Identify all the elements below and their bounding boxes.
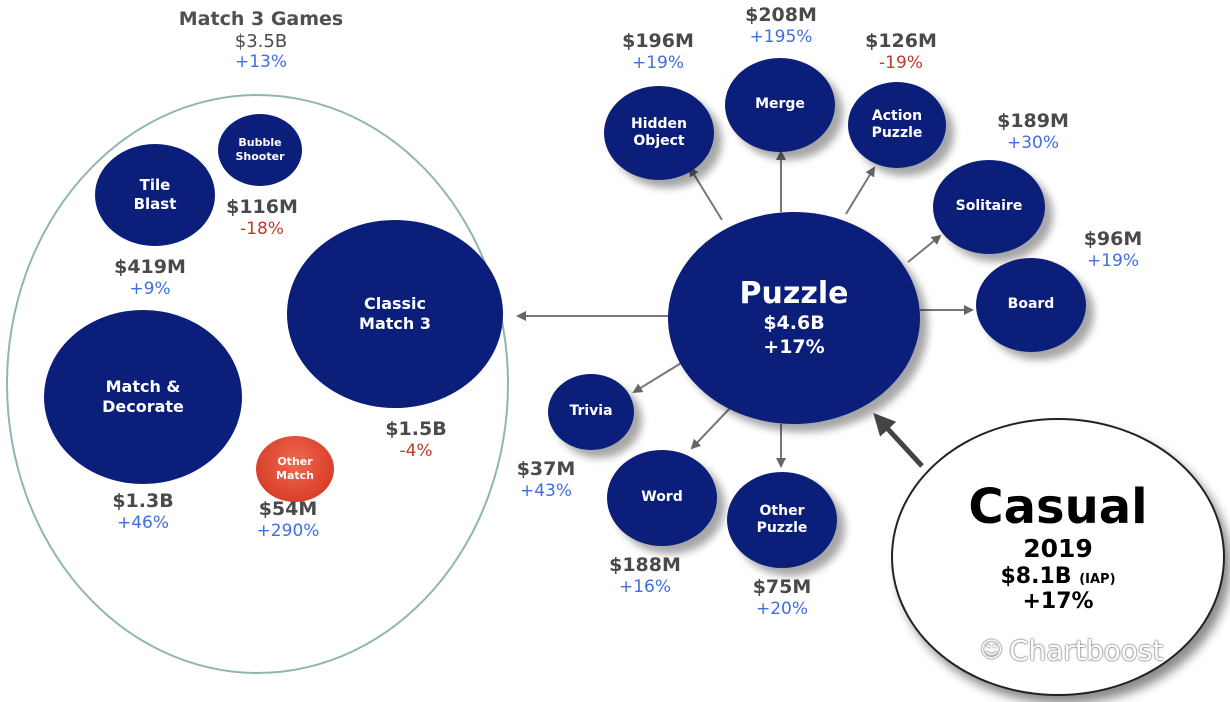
word-label: Word [641,489,683,506]
trivia-bubble: Trivia [548,374,634,450]
other-puzzle-bubble: Other Puzzle [727,472,837,568]
merge-growth: +195% [749,26,813,47]
bubble-shooter-bubble: Bubble Shooter [218,114,302,186]
arrow-to-solitaire [907,234,942,263]
match3-growth: +13% [234,52,288,73]
classic-match3-stats: $1.5B -4% [366,418,466,461]
tile-blast-growth: +9% [129,278,171,299]
other-puzzle-value: $75M [752,576,812,598]
match3-group-ring [6,94,509,674]
solitaire-stats: $189M +30% [978,110,1088,153]
puzzle-growth: +17% [763,336,825,358]
board-bubble: Board [976,258,1086,352]
classic-match3-bubble: Classic Match 3 [287,220,503,408]
puzzle-value: $4.6B [763,312,825,335]
arrow-to-action-puzzle [845,166,876,215]
arrow-to-word [690,405,733,450]
chartboost-watermark: ☺ Chartboost [980,634,1163,667]
word-value: $188M [609,554,681,576]
solitaire-growth: +30% [1006,132,1060,153]
word-bubble: Word [607,450,717,546]
bubble-shooter-label: Bubble Shooter [235,136,285,163]
board-label: Board [1007,296,1055,313]
classic-match3-growth: -4% [399,440,433,461]
solitaire-label: Solitaire [955,198,1023,215]
action-puzzle-label: Action Puzzle [871,107,923,142]
board-growth: +19% [1086,250,1140,271]
action-puzzle-bubble: Action Puzzle [848,82,946,168]
word-growth: +16% [618,576,672,597]
word-stats: $188M +16% [595,554,695,597]
casual-total-bubble: Casual 2019 $8.1B (IAP) +17% [891,418,1225,696]
other-match-label: Other Match [276,455,314,482]
match3-value: $3.5B [234,30,288,52]
match-decorate-value: $1.3B [112,490,174,512]
arrow-casual-to-puzzle [873,413,924,468]
puzzle-label: Puzzle [739,276,849,312]
casual-growth: +17% [1022,588,1094,614]
watermark-text: Chartboost [1008,634,1164,667]
merge-label: Merge [755,96,805,113]
bubble-shooter-growth: -18% [240,218,284,239]
match-decorate-label: Match & Decorate [102,377,184,416]
hidden-object-stats: $196M +19% [600,30,716,73]
trivia-growth: +43% [519,480,573,501]
match-decorate-growth: +46% [116,512,170,533]
tile-blast-stats: $419M +9% [100,256,200,299]
board-value: $96M [1083,228,1143,250]
tile-blast-label: Tile Blast [133,176,177,213]
other-puzzle-label: Other Puzzle [756,502,808,537]
hidden-object-label: Hidden Object [630,115,688,150]
solitaire-bubble: Solitaire [933,160,1045,254]
casual-value-line: $8.1B (IAP) [1000,564,1115,589]
arrow-to-trivia [632,359,687,394]
match3-header: Match 3 Games $3.5B +13% [150,8,372,73]
hidden-object-value: $196M [622,30,694,52]
other-puzzle-growth: +20% [755,598,809,619]
arrow-to-hidden-object [688,166,723,221]
solitaire-value: $189M [997,110,1069,132]
match3-title: Match 3 Games [178,8,344,30]
trivia-stats: $37M +43% [496,458,596,501]
action-puzzle-growth: -19% [879,52,923,73]
classic-match3-value: $1.5B [385,418,447,440]
other-match-growth: +290% [256,520,320,541]
casual-value-note: (IAP) [1079,571,1116,587]
board-stats: $96M +19% [1058,228,1168,271]
merge-value: $208M [745,4,817,26]
wechat-icon: ☺ [980,638,1003,663]
casual-value: $8.1B [1000,563,1072,589]
bubble-shooter-stats: $116M -18% [212,196,312,239]
other-match-value: $54M [258,498,318,520]
hidden-object-growth: +19% [631,52,685,73]
tile-blast-bubble: Tile Blast [95,144,215,246]
match-decorate-bubble: Match & Decorate [44,310,242,484]
other-puzzle-stats: $75M +20% [732,576,832,619]
tile-blast-value: $419M [114,256,186,278]
other-match-bubble: Other Match [256,436,334,502]
other-match-stats: $54M +290% [238,498,338,541]
trivia-value: $37M [516,458,576,480]
action-puzzle-stats: $126M -19% [846,30,956,73]
hidden-object-bubble: Hidden Object [604,86,714,180]
puzzle-hub-bubble: Puzzle $4.6B +17% [668,212,920,424]
merge-stats: $208M +195% [726,4,836,47]
trivia-label: Trivia [569,403,613,420]
bubble-shooter-value: $116M [226,196,298,218]
classic-match3-label: Classic Match 3 [359,294,431,333]
casual-year: 2019 [1023,533,1093,563]
action-puzzle-value: $126M [865,30,937,52]
merge-bubble: Merge [725,58,835,152]
casual-label: Casual [968,478,1148,535]
match-decorate-stats: $1.3B +46% [93,490,193,533]
